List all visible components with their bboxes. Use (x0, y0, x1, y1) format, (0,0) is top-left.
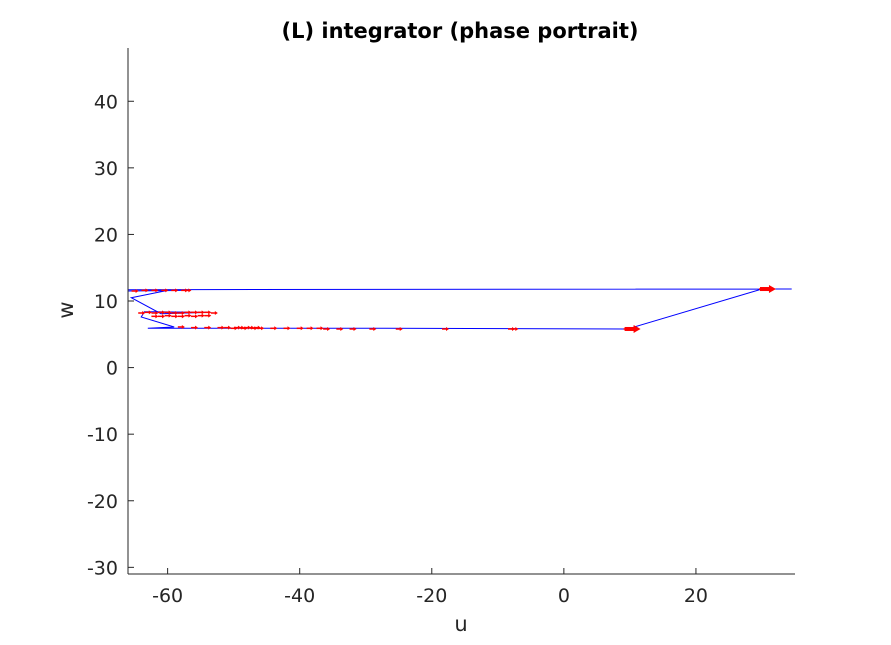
vector-arrowhead (208, 325, 212, 330)
vector-arrowhead (340, 326, 344, 331)
y-tick-label: -20 (87, 491, 118, 513)
vector-arrowhead (155, 314, 159, 319)
vector-arrowhead (188, 313, 192, 318)
vector-arrowhead (445, 326, 449, 331)
vector-arrowhead (221, 325, 225, 330)
plot-area (127, 285, 792, 333)
x-tick-label: -60 (152, 585, 183, 607)
vector-arrowhead (228, 325, 232, 330)
y-tick-label: -10 (87, 424, 118, 446)
vector-arrowhead (399, 326, 403, 331)
vector-arrowhead (310, 326, 314, 331)
vector-arrowhead (320, 326, 324, 331)
vector-arrowhead (181, 324, 185, 329)
vector-cluster (759, 287, 770, 292)
chart-title: (L) integrator (phase portrait) (281, 19, 638, 43)
vector-arrowhead (155, 310, 159, 315)
y-tick-label: -30 (87, 557, 118, 579)
vector-arrowhead (353, 326, 357, 331)
vector-arrowhead (175, 288, 179, 293)
vector-arrowhead (274, 326, 278, 331)
vector-arrowhead (287, 326, 291, 331)
x-axis: -60 -40 -20 0 20 (128, 568, 795, 607)
vector-arrowhead (165, 288, 169, 293)
y-tick-label: 10 (94, 291, 118, 313)
vector-arrowhead (148, 310, 152, 315)
vector-arrowhead (162, 314, 166, 319)
vector-arrowhead (175, 310, 179, 315)
vector-arrowhead (181, 314, 185, 319)
vector-arrowhead (327, 326, 331, 331)
x-tick-label: -20 (416, 585, 447, 607)
vector-arrowhead (300, 326, 304, 331)
vector-arrowhead (168, 310, 172, 315)
vector-arrowhead (168, 313, 172, 318)
y-tick-label: 40 (94, 91, 118, 113)
vector-arrowhead (208, 310, 212, 315)
vector-arrowhead (201, 313, 205, 318)
vector-cluster-head (768, 285, 776, 294)
y-tick-label: 20 (94, 224, 118, 246)
y-axis-label: w (54, 301, 78, 318)
vector-arrowhead (145, 288, 149, 293)
vector-arrowhead (188, 288, 192, 293)
x-tick-label: 20 (684, 585, 708, 607)
vector-arrowhead (208, 313, 212, 318)
vector-arrowhead (155, 288, 159, 293)
y-tick-label: 30 (94, 158, 118, 180)
y-tick-label: 0 (106, 358, 118, 380)
vector-arrowhead (195, 325, 199, 330)
vector-arrowhead (188, 310, 192, 315)
vector-arrowhead (201, 310, 205, 315)
x-axis-label: u (454, 612, 467, 636)
vector-cluster-head (633, 324, 641, 333)
vector-cluster (624, 326, 635, 331)
vector-arrowhead (195, 310, 199, 315)
x-tick-label: -40 (284, 585, 315, 607)
vector-arrowhead (142, 310, 146, 315)
vector-arrowhead (373, 326, 377, 331)
vector-arrowhead (261, 326, 265, 331)
vector-arrowhead (135, 289, 139, 294)
vector-arrowhead (195, 314, 199, 319)
x-tick-label: 0 (558, 585, 570, 607)
vector-arrowhead (515, 326, 519, 331)
vector-arrowhead (162, 310, 166, 315)
trajectory-line (127, 288, 792, 330)
vector-arrowhead (181, 310, 185, 315)
vector-arrowhead (214, 310, 218, 315)
y-axis: -30 -20 -10 0 10 20 30 40 (87, 48, 134, 579)
vector-arrowhead (175, 314, 179, 319)
